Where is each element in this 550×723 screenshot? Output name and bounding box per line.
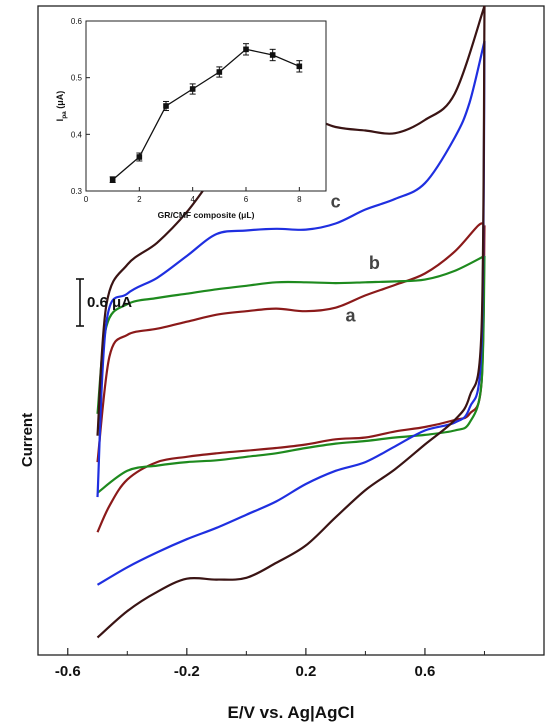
curve-label-c: c xyxy=(331,192,341,212)
inset-series xyxy=(109,43,303,183)
inset-point xyxy=(243,46,249,53)
cv-curve-b-cathodic xyxy=(96,255,486,494)
inset-x-tick-label: 2 xyxy=(137,195,142,204)
inset-point xyxy=(216,69,223,75)
inset-ylabel-sub: pa xyxy=(61,111,68,119)
curve-label-b: b xyxy=(369,253,380,273)
cv-curve-a-cathodic xyxy=(96,225,486,533)
cv-curve-c-anodic xyxy=(96,40,486,498)
cv-curve-d-cathodic xyxy=(96,5,486,639)
inset-point xyxy=(163,103,169,109)
main-curves xyxy=(96,5,486,639)
inset-plot-frame xyxy=(85,20,327,192)
main-x-tick-label: -0.6 xyxy=(55,663,81,680)
main-plot-frame xyxy=(37,5,545,656)
inset-point xyxy=(136,154,143,160)
inset-chart: 0 2 4 6 80.30.40.50.6 GR/CMF composite (μL) … xyxy=(55,17,327,220)
inset-y-tick-label: 0.5 xyxy=(71,74,83,83)
inset-ylabel-unit: (μA) xyxy=(55,91,65,112)
inset-point xyxy=(296,63,303,70)
scale-bar-label: 0.6 μA xyxy=(87,294,132,311)
main-x-tick-label: 0.6 xyxy=(415,663,436,680)
cv-curve-b-anodic xyxy=(96,255,485,414)
inset-point xyxy=(189,86,196,92)
main-x-tick-label: -0.2 xyxy=(174,663,200,680)
inset-y-tick-label: 0.4 xyxy=(71,130,83,139)
main-x-axis-title: E/V vs. Ag|AgCl xyxy=(228,703,355,722)
inset-ylabel-main: I xyxy=(55,119,65,122)
inset-point xyxy=(269,52,276,58)
main-x-axis: -0.6 -0.2 0.2 0.6 xyxy=(55,648,485,680)
inset-x-axis-title: GR/CMF composite (μL) xyxy=(158,210,255,220)
inset-x-tick-label: 4 xyxy=(190,195,195,204)
cv-curve-a-anodic xyxy=(96,222,486,463)
inset-y-tick-label: 0.6 xyxy=(71,17,83,26)
main-x-tick-label: 0.2 xyxy=(295,663,316,680)
inset-point xyxy=(109,176,116,183)
cv-curve-c-cathodic xyxy=(96,41,486,586)
curve-label-a: a xyxy=(346,306,357,326)
inset-x-tick-label: 8 xyxy=(297,195,302,204)
inset-x-tick-label: 0 xyxy=(84,195,89,204)
inset-line xyxy=(112,48,300,181)
main-y-axis-title: Current xyxy=(19,413,36,467)
inset-y-axis-title: Ipa (μA) xyxy=(55,91,68,122)
inset-axes: 0 2 4 6 8 0.3 0.4 0.5 0.6 xyxy=(71,17,302,204)
inset-y-tick-label: 0.3 xyxy=(71,187,83,196)
inset-x-tick-label: 6 xyxy=(244,195,249,204)
